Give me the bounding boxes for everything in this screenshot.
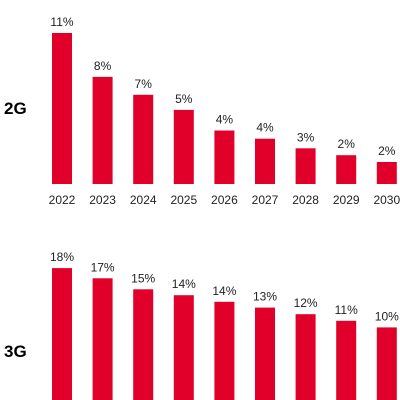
bar-3g-2023 — [92, 278, 113, 400]
value-label-3g-2022: 18% — [50, 250, 74, 264]
value-label-2g-2028: 3% — [297, 130, 315, 144]
value-label-2g-2026: 4% — [216, 113, 234, 127]
bar-2g-2029 — [336, 155, 357, 184]
value-label-2g-2029: 2% — [338, 137, 356, 151]
value-label-3g-2024: 15% — [131, 271, 155, 285]
row-label-3g: 3G — [4, 342, 27, 361]
value-label-3g-2023: 17% — [91, 260, 115, 274]
bar-3g-2026 — [214, 301, 235, 400]
bar-3g-2025 — [173, 295, 194, 400]
bar-2g-2024 — [133, 94, 154, 184]
bars-3g — [52, 268, 397, 400]
value-label-2g-2025: 5% — [175, 92, 193, 106]
bar-2g-2027 — [255, 138, 275, 184]
value-label-3g-2027: 13% — [253, 290, 277, 304]
value-labels-3g: 18% 17% 15% 14% 14% 13% 12% 11% 10% — [50, 250, 399, 323]
value-label-3g-2030: 10% — [375, 309, 399, 323]
bar-2g-2026 — [214, 130, 235, 184]
value-label-2g-2030: 2% — [378, 144, 396, 158]
x-tick-2g-2025: 2025 — [170, 193, 197, 207]
bar-3g-2028 — [295, 314, 316, 400]
x-tick-2g-2027: 2027 — [252, 193, 279, 207]
value-label-3g-2026: 14% — [212, 284, 236, 298]
x-tick-labels-2g: 2022 2023 2024 2025 2026 2027 2028 2029 2030 — [49, 193, 400, 207]
x-tick-2g-2024: 2024 — [130, 193, 157, 207]
bar-2g-2023 — [92, 76, 113, 184]
bar-2g-2022 — [52, 33, 72, 184]
value-labels-2g: 11% 8% 7% 5% 4% 4% 3% 2% 2% — [50, 15, 395, 158]
value-label-3g-2025: 14% — [172, 277, 196, 291]
chart-2g: 2G 11%8%7%5%4%4%3% 2% 2% 2022 2023 2024 2025 2… — [4, 15, 400, 207]
x-tick-2g-2023: 2023 — [89, 193, 116, 207]
x-tick-2g-2022: 2022 — [49, 193, 76, 207]
x-tick-2g-2029: 2029 — [333, 193, 360, 207]
bar-2g-2030 — [376, 162, 397, 184]
bar-3g-2027 — [255, 307, 275, 400]
value-label-2g-2022: 11% — [50, 15, 73, 29]
value-label-2g-2023: 8% — [94, 59, 112, 73]
x-tick-2g-2030: 2030 — [373, 193, 400, 207]
value-label-3g-2028: 12% — [294, 296, 318, 310]
value-label-2g-2024: 7% — [135, 77, 153, 91]
bar-3g-2022 — [52, 268, 72, 400]
value-label-3g-2029: 11% — [335, 303, 358, 317]
bar-2g-2028 — [295, 148, 316, 184]
bar-2g-2025 — [173, 109, 194, 184]
bar-3g-2030 — [376, 327, 397, 400]
bar-3g-2024 — [133, 289, 154, 400]
row-label-2g: 2G — [4, 99, 27, 118]
value-label-2g-2027: 4% — [256, 121, 274, 135]
bar-3g-2029 — [336, 320, 357, 400]
bars-2g — [52, 33, 397, 184]
x-tick-2g-2026: 2026 — [211, 193, 238, 207]
x-tick-2g-2028: 2028 — [292, 193, 319, 207]
chart-3g: 3G 18% 17% 15% 14% 14% 13% 12% 11% 10% — [4, 250, 399, 400]
